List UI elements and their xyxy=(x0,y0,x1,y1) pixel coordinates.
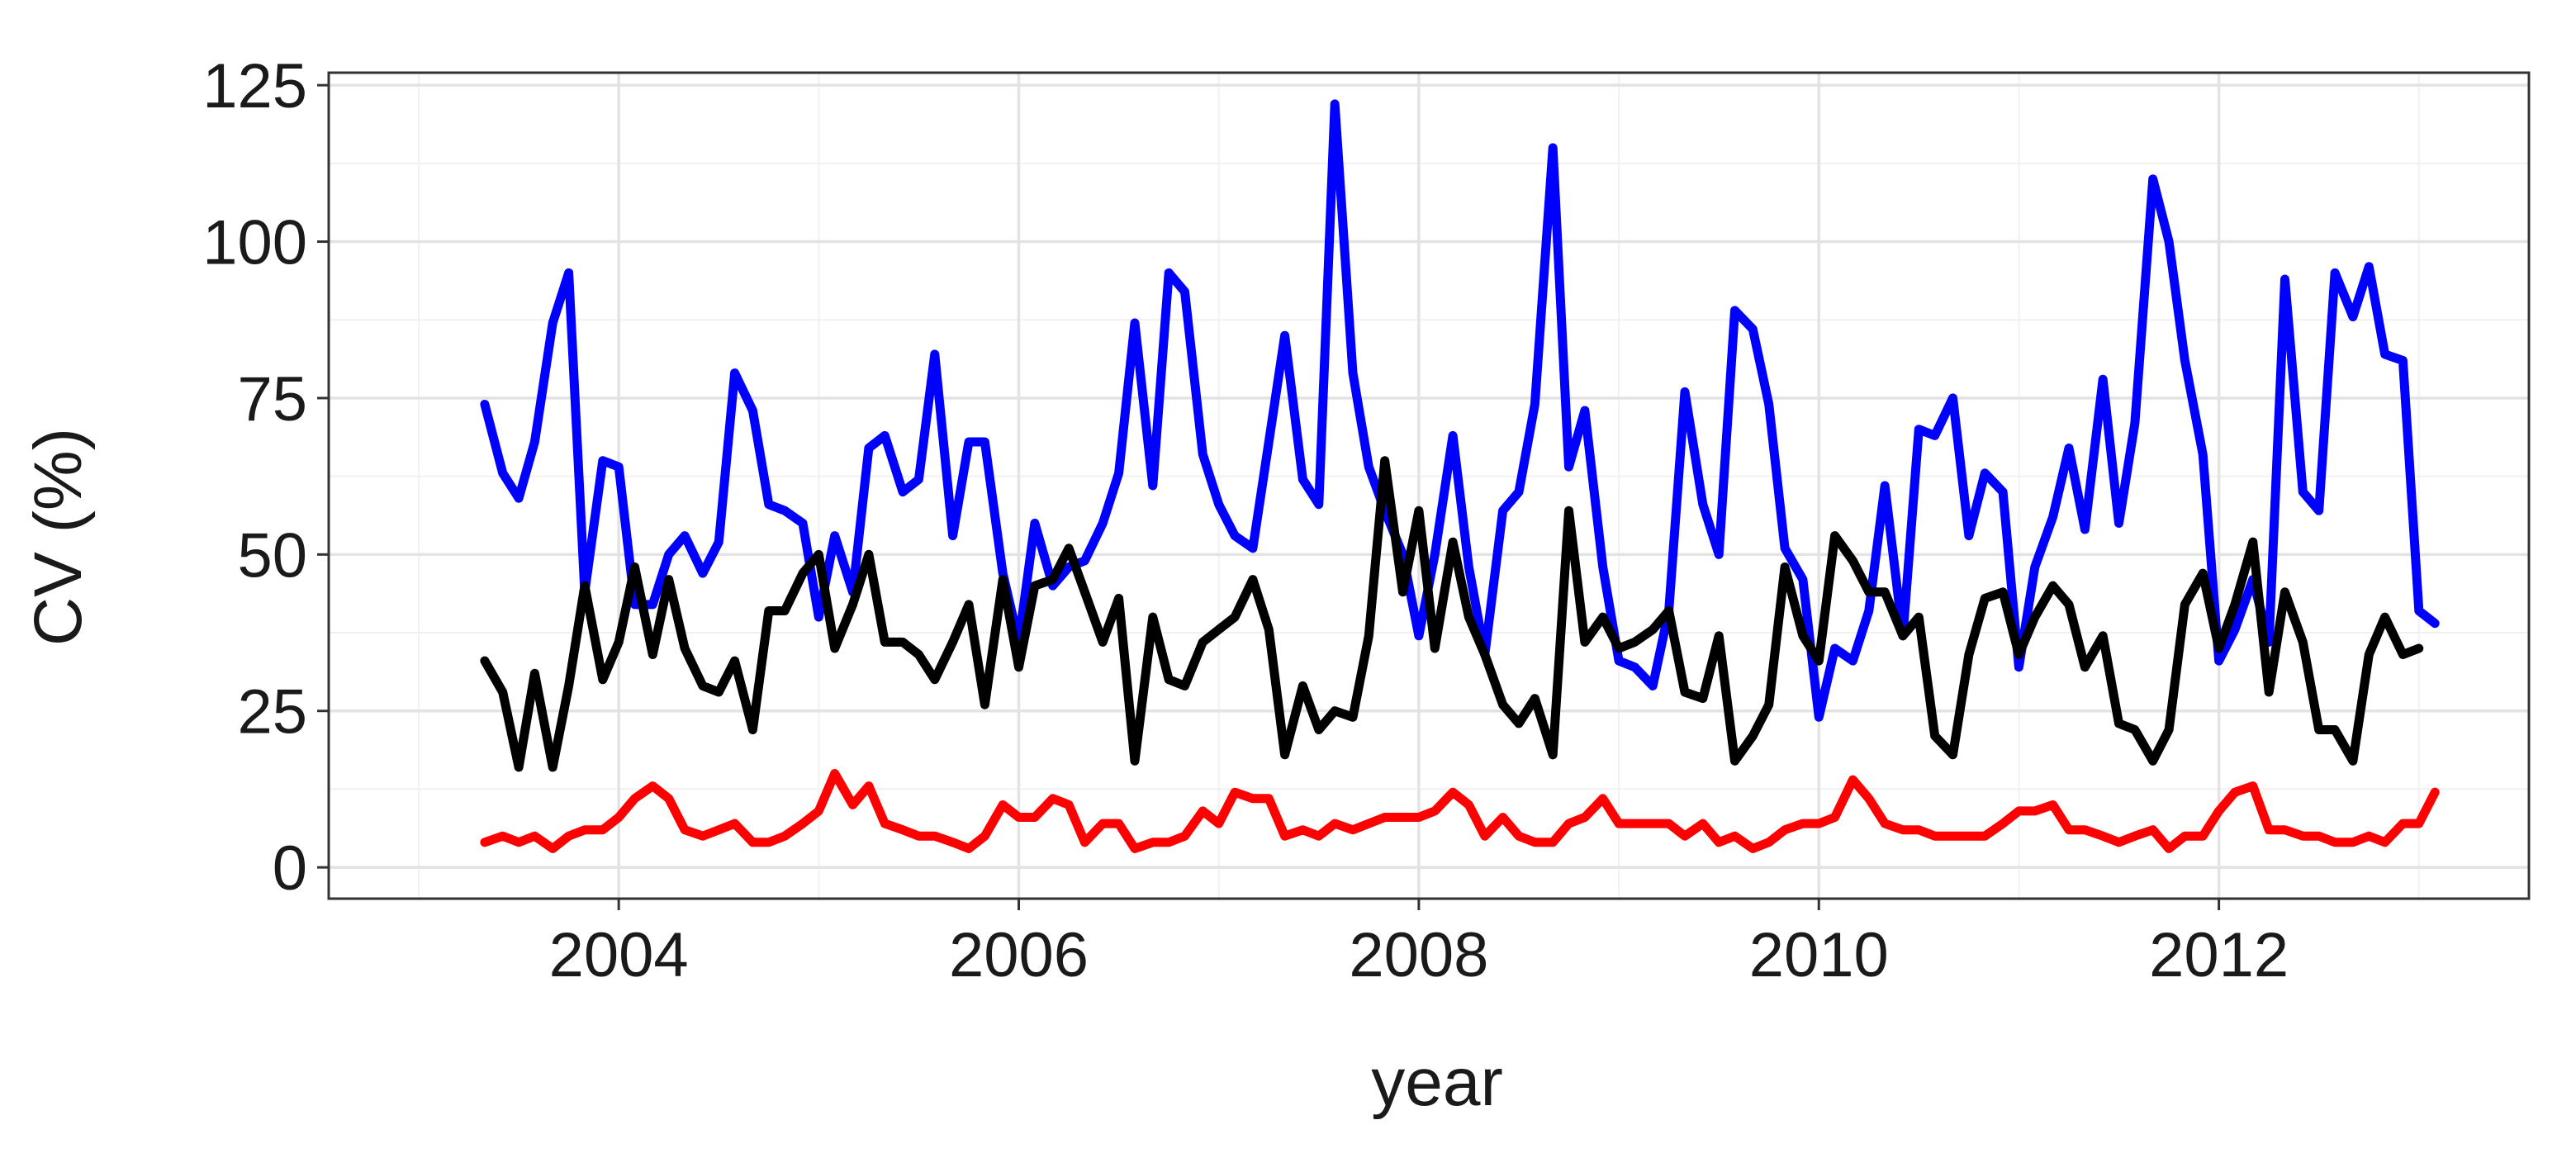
y-tick-label: 0 xyxy=(273,833,307,904)
x-axis-title: year xyxy=(1371,1045,1503,1120)
y-tick-label: 125 xyxy=(202,51,307,121)
x-axis: 2004 2006 2008 2010 2012 xyxy=(549,899,2289,990)
y-axis-title: CV (%) xyxy=(21,428,96,646)
plot-panel-border xyxy=(327,71,2531,900)
x-tick-label: 2004 xyxy=(549,920,689,990)
y-tick-label: 50 xyxy=(237,520,307,591)
y-tick-label: 25 xyxy=(237,677,307,747)
series-line-red xyxy=(480,769,2440,853)
x-tick-label: 2010 xyxy=(1749,920,1889,990)
x-tick-label: 2008 xyxy=(1349,920,1488,990)
series-line-black xyxy=(480,456,2424,772)
series-lines xyxy=(480,99,2440,853)
x-tick-label: 2012 xyxy=(2149,920,2289,990)
y-tick-label: 75 xyxy=(237,364,307,434)
y-axis: 0 25 50 75 100 125 xyxy=(202,51,329,904)
y-tick-label: 100 xyxy=(202,208,307,278)
x-tick-label: 2006 xyxy=(949,920,1089,990)
